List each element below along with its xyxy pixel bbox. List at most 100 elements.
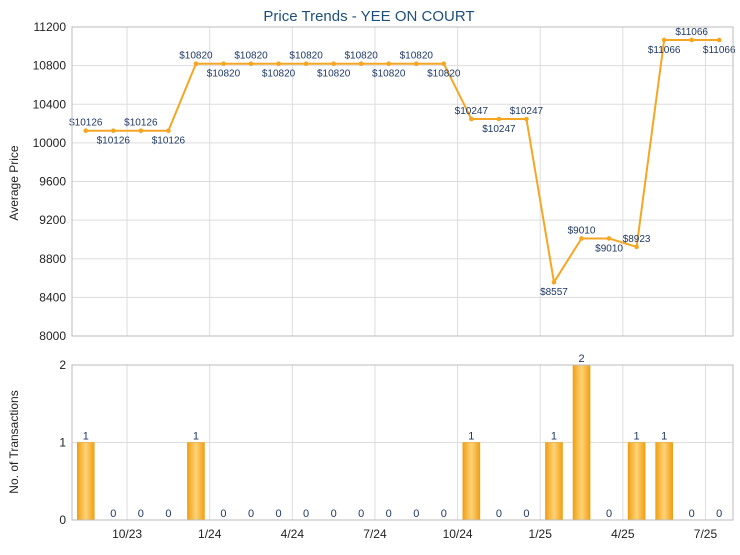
x-tick-label: 10/23 (112, 527, 142, 541)
price-data-label: $10820 (400, 51, 434, 62)
price-point (413, 61, 419, 66)
price-tick-label: 10800 (33, 59, 67, 73)
price-data-label: $10126 (124, 118, 158, 129)
price-tick-label: 10400 (33, 97, 67, 111)
price-data-label: $10820 (262, 69, 296, 80)
price-data-label: $9010 (595, 243, 623, 254)
price-data-label: $10820 (317, 69, 351, 80)
price-point (634, 244, 639, 250)
transaction-count-label: 0 (276, 508, 282, 520)
price-data-label: $11066 (675, 27, 708, 38)
price-point (441, 61, 447, 66)
price-point (524, 116, 529, 122)
transactions-axis-label: No. of Transactions (7, 390, 21, 493)
price-point (386, 61, 392, 66)
x-tick-label: 4/24 (281, 527, 305, 541)
price-tick-label: 9200 (39, 213, 66, 227)
price-data-label: $10126 (152, 136, 186, 147)
price-data-label: $10126 (97, 136, 131, 147)
chart-title: Price Trends - YEE ON COURT (263, 8, 474, 25)
price-point (496, 116, 502, 122)
price-tick-label: 8000 (39, 329, 66, 343)
transaction-count-label: 0 (138, 508, 144, 520)
transaction-count-label: 0 (358, 508, 364, 520)
transaction-count-label: 0 (165, 508, 171, 520)
price-point (689, 37, 694, 43)
price-data-label: $10820 (345, 51, 379, 62)
transaction-count-label: 0 (110, 508, 116, 520)
transaction-count-label: 0 (716, 508, 722, 520)
price-point (83, 128, 89, 134)
axes: 8000840088009200960010000104001080011200… (33, 20, 734, 541)
price-point (579, 236, 584, 241)
x-tick-label: 1/24 (198, 527, 222, 541)
transaction-count-label: 1 (83, 431, 89, 443)
transaction-bar (655, 442, 673, 521)
price-data-label: $10820 (179, 51, 213, 62)
price-data-label: $8923 (623, 234, 651, 245)
transaction-count-label: 0 (220, 508, 226, 520)
price-point (248, 61, 254, 66)
transaction-count-label: 1 (634, 431, 640, 443)
transaction-count-label: 1 (193, 431, 199, 443)
price-data-label: $10247 (510, 106, 544, 117)
price-axis-label: Average Price (7, 145, 21, 220)
price-gridlines (72, 26, 733, 337)
price-point (276, 61, 281, 66)
transaction-count-label: 0 (303, 508, 309, 520)
x-tick-label: 4/25 (611, 527, 635, 541)
price-point (111, 128, 116, 134)
price-point (551, 279, 557, 285)
price-line-series (83, 37, 722, 285)
price-point (166, 128, 171, 134)
price-point (661, 37, 667, 43)
transactions-tick-label: 1 (59, 436, 66, 450)
price-data-label: $10820 (289, 51, 323, 62)
price-tick-label: 11200 (34, 20, 67, 34)
price-tick-label: 8400 (39, 290, 66, 304)
transaction-bars (76, 364, 673, 521)
transactions-tick-label: 2 (59, 358, 66, 372)
price-data-label: $10247 (482, 124, 516, 135)
price-data-label: $10247 (455, 106, 489, 117)
data-labels: 1 0 0 0 1 0 0 0 0 0 0 0 0 0 1 0 0 1 2 0 1 1 0 0 $10126 $10126 $101… (69, 27, 736, 520)
price-point (606, 236, 612, 241)
transaction-bar (76, 442, 95, 521)
transaction-count-label: 0 (413, 508, 419, 520)
price-data-label: $8557 (540, 287, 568, 298)
price-point (716, 37, 722, 43)
transaction-count-label: 0 (248, 508, 254, 520)
price-data-label: $11066 (703, 45, 736, 56)
transaction-count-label: 0 (331, 508, 337, 520)
transaction-count-label: 2 (578, 353, 584, 365)
x-tick-label: 7/25 (694, 527, 718, 541)
price-point (138, 128, 144, 134)
price-point (303, 61, 309, 66)
transaction-count-label: 0 (386, 508, 392, 520)
transaction-count-label: 1 (468, 431, 474, 443)
transaction-count-label: 0 (496, 508, 502, 520)
price-point (358, 61, 364, 66)
x-tick-label: 10/24 (443, 527, 473, 541)
transaction-count-label: 1 (661, 431, 667, 443)
price-tick-label: 8800 (39, 252, 66, 266)
x-tick-label: 1/25 (529, 527, 553, 541)
transaction-count-label: 0 (441, 508, 447, 520)
transaction-bar (545, 442, 563, 521)
price-plot-frame (71, 26, 734, 337)
price-data-label: $10820 (234, 51, 268, 62)
price-data-label: $10820 (427, 69, 461, 80)
price-line (85, 38, 720, 285)
price-tick-label: 10000 (33, 136, 67, 150)
price-data-label: $10820 (372, 69, 406, 80)
transaction-count-label: 1 (551, 431, 557, 443)
transaction-bar (572, 364, 591, 521)
transaction-bar (187, 442, 205, 521)
transaction-bar (462, 442, 481, 521)
transactions-plot-frame (71, 364, 734, 521)
transaction-bar (627, 442, 646, 521)
transaction-count-label: 0 (606, 508, 612, 520)
price-point (193, 61, 199, 66)
